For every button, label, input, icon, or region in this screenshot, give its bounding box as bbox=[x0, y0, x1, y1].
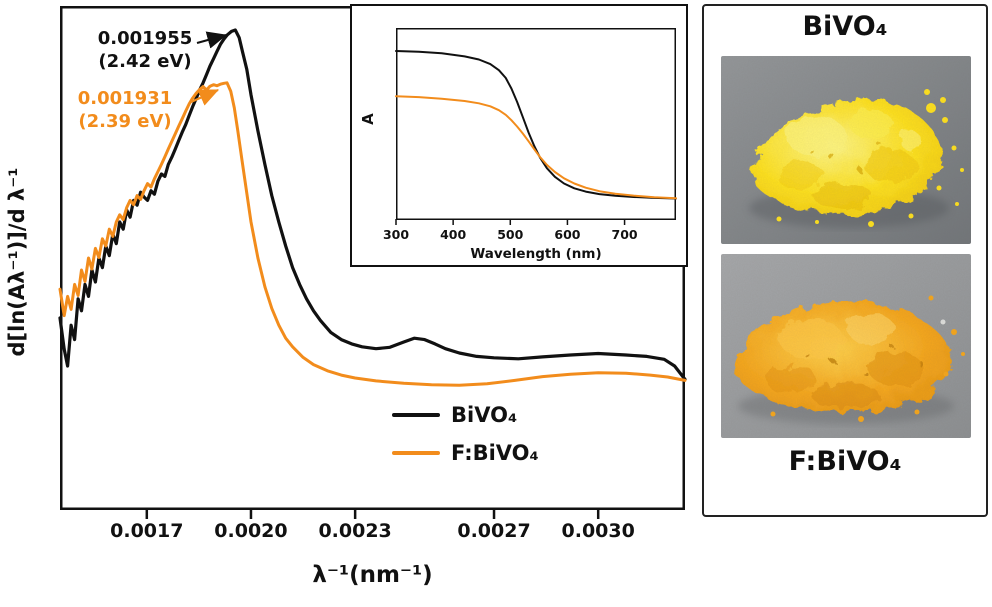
inset-x-tick-labels: 300 400 500 600 700 bbox=[383, 227, 676, 243]
black-peak-value: 0.001955 bbox=[97, 28, 193, 49]
legend-item-f-bivo4: F:BiVO₄ bbox=[392, 434, 539, 472]
x-tick-label: 400 bbox=[440, 227, 467, 242]
photo2-grain bbox=[721, 254, 971, 438]
main-x-tick-labels: 0.0017 0.0020 0.0023 0.0027 0.0030 bbox=[60, 520, 685, 546]
orange-peak-annotation: 0.001931 (2.39 eV) bbox=[58, 88, 192, 133]
inset-chart-svg bbox=[395, 28, 677, 225]
legend-line-black bbox=[392, 413, 440, 417]
legend-item-bivo4: BiVO₄ bbox=[392, 396, 539, 434]
inset-plot-frame bbox=[396, 28, 676, 220]
inset-chart: A 300 400 500 600 700 Wavelength (nm) bbox=[350, 4, 688, 267]
f-bivo4-title: F:BiVO₄ bbox=[788, 446, 902, 477]
legend-label-bivo4: BiVO₄ bbox=[451, 403, 518, 427]
inset-x-axis-label: Wavelength (nm) bbox=[470, 246, 602, 262]
inset-plot-area bbox=[395, 28, 677, 225]
photo1-grain bbox=[721, 56, 971, 244]
x-tick-label: 500 bbox=[497, 227, 524, 242]
f-bivo4-powder-image bbox=[721, 254, 971, 438]
f-bivo4-powder-photo bbox=[721, 254, 971, 438]
x-tick-label: 300 bbox=[382, 227, 410, 242]
x-tick-label: 0.0027 bbox=[457, 520, 531, 542]
main-y-axis-label: d[ln(Aλ⁻¹)]/d λ⁻¹ bbox=[5, 167, 29, 357]
black-peak-annotation: 0.001955 (2.42 eV) bbox=[78, 28, 212, 73]
x-tick-label: 0.0030 bbox=[561, 520, 635, 542]
orange-peak-value: 0.001931 bbox=[77, 88, 173, 109]
photo-panel: BiVO₄ bbox=[702, 4, 988, 517]
black-peak-ev: (2.42 eV) bbox=[98, 50, 192, 72]
series-line-1 bbox=[395, 95, 677, 200]
x-tick-label: 0.0017 bbox=[110, 520, 184, 542]
main-x-axis-label: λ⁻¹(nm⁻¹) bbox=[312, 562, 433, 588]
inset-y-axis-label: A bbox=[359, 113, 377, 125]
legend: BiVO₄ F:BiVO₄ bbox=[392, 396, 539, 472]
series-line-0 bbox=[395, 50, 677, 200]
bivo4-title: BiVO₄ bbox=[802, 11, 888, 42]
x-tick-label: 0.0020 bbox=[214, 520, 288, 542]
orange-peak-ev: (2.39 eV) bbox=[78, 110, 172, 132]
legend-line-orange bbox=[392, 451, 440, 455]
legend-label-f-bivo4: F:BiVO₄ bbox=[451, 441, 539, 465]
series-line-0 bbox=[58, 28, 687, 381]
x-tick-label: 0.0023 bbox=[318, 520, 392, 542]
bivo4-powder-photo bbox=[721, 56, 971, 244]
x-tick-label: 600 bbox=[554, 227, 581, 242]
bivo4-powder-image bbox=[721, 56, 971, 244]
x-tick-label: 700 bbox=[611, 227, 638, 242]
